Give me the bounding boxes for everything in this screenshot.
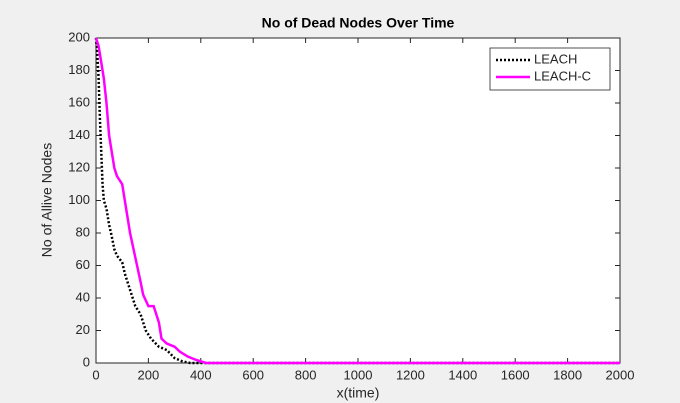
y-tick-label: 0: [83, 354, 90, 369]
y-tick-label: 120: [68, 159, 90, 174]
y-tick-label: 100: [68, 192, 90, 207]
y-tick-label: 20: [76, 322, 90, 337]
x-tick-label: 1000: [344, 367, 373, 382]
x-tick-label: 400: [190, 367, 212, 382]
x-tick-label: 0: [92, 367, 99, 382]
legend-label: LEACH-C: [534, 68, 591, 83]
chart-title: No of Dead Nodes Over Time: [262, 15, 455, 31]
series-line: [94, 37, 620, 365]
y-tick-label: 40: [76, 289, 90, 304]
x-tick-label: 800: [295, 367, 317, 382]
x-axis-label: x(time): [337, 385, 380, 401]
y-tick-label: 160: [68, 94, 90, 109]
x-tick-label: 1600: [501, 367, 530, 382]
x-tick-label: 1800: [553, 367, 582, 382]
x-tick-label: 200: [138, 367, 160, 382]
legend-box: [489, 47, 611, 91]
y-tick-label: 200: [68, 29, 90, 44]
y-tick-label: 140: [68, 127, 90, 142]
y-tick-label: 180: [68, 62, 90, 77]
y-axis-label: No of Allive Nodes: [39, 143, 55, 257]
x-tick-label: 1200: [396, 367, 425, 382]
y-tick-label: 80: [76, 224, 90, 239]
x-tick-label: 600: [242, 367, 264, 382]
y-tick-label: 60: [76, 257, 90, 272]
legend-label: LEACH: [534, 51, 577, 66]
x-tick-label: 1400: [448, 367, 477, 382]
x-tick-label: 2000: [606, 367, 635, 382]
series-line: [94, 37, 620, 365]
plot-area: [95, 37, 621, 364]
